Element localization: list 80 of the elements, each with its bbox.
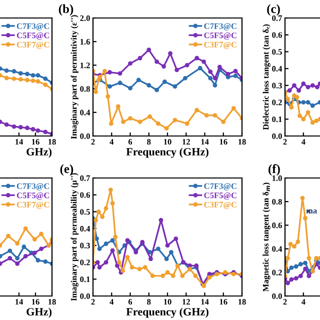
x-tick-label: 16 <box>220 299 228 305</box>
x-tick-label: 18 <box>48 299 56 305</box>
y-tick-label: 0.8 <box>80 86 90 92</box>
x-tick-label: 16 <box>32 139 40 145</box>
x-tick-label: 10 <box>164 299 172 305</box>
chart-title: (b) <box>58 4 74 16</box>
x-tick-label: 6 <box>128 299 132 305</box>
x-tick-label: 16 <box>32 299 40 305</box>
x-tick-label: 2 <box>283 139 287 145</box>
y-tick-label: 0.0 <box>80 293 90 300</box>
legend-label: C3F7@C <box>16 202 50 209</box>
y-tick-label: 0.8 <box>272 198 282 205</box>
legend-label: C7F3@C <box>16 23 50 30</box>
y-tick-label: 0.2 <box>272 270 282 276</box>
legend-label: C7F3@C <box>16 183 50 190</box>
y-tick-label: 0.6 <box>272 222 282 228</box>
y-tick-label: 1.0 <box>272 175 282 182</box>
x-axis-title: GHz) <box>26 148 52 158</box>
y-tick-label: 0.5 <box>80 209 90 215</box>
y-tick-label: 0.5 <box>272 49 282 55</box>
y-tick-label: 0.2 <box>80 260 90 266</box>
y-tick-label: 0.1 <box>80 276 90 282</box>
x-tick-label: 12 <box>182 299 190 305</box>
legend-label: C5F5@C <box>16 192 50 200</box>
y-tick-label: 0.1 <box>272 116 282 122</box>
y-axis-title: Imaginary part of permeability (μ'') <box>70 173 78 301</box>
y-tick-label: 0.4 <box>272 66 282 72</box>
y-tick-label: 0.7 <box>272 15 282 22</box>
x-tick-label: 4 <box>110 139 114 145</box>
x-tick-label: 4 <box>110 299 114 305</box>
y-tick-label: 0.3 <box>80 242 90 248</box>
x-axis-title: Frequency (GHz) <box>126 308 208 318</box>
y-tick-label: 0.0 <box>272 133 282 140</box>
y-tick-label: 0.7 <box>80 175 90 182</box>
y-tick-label: 0.6 <box>272 32 282 38</box>
x-tick-label: 8 <box>147 139 151 145</box>
legend-label: C5F5@C <box>16 32 50 40</box>
chart-title: (c) <box>267 4 280 16</box>
x-tick-label: 2 <box>91 139 95 145</box>
x-tick-label: 18 <box>238 299 246 305</box>
y-tick-label: 0.0 <box>80 133 90 140</box>
legend-label: C3F7@C <box>16 42 50 49</box>
y-tick-label: 0.2 <box>272 100 282 106</box>
y-tick-label: 0.0 <box>272 293 282 300</box>
x-tick-label: 14 <box>15 139 23 145</box>
legend-label: C3F7@C <box>204 42 236 49</box>
x-tick-label: 10 <box>164 139 172 145</box>
x-axis-title: Frequency (GHz) <box>126 148 208 158</box>
legend-label: C7F3@C <box>204 23 236 30</box>
y-tick-label: 2.0 <box>80 15 90 22</box>
chart-title: (f) <box>268 164 280 176</box>
x-tick-label: 14 <box>15 299 23 305</box>
x-tick-label: 4 <box>301 139 306 145</box>
y-tick-label: 1.6 <box>80 38 90 45</box>
x-tick-label: 12 <box>182 139 190 145</box>
y-axis-title: Magnetic loss tangent (tan δ$_{m}$) <box>262 182 270 292</box>
y-tick-label: 0.3 <box>272 82 282 88</box>
x-tick-label: 4 <box>301 299 306 305</box>
chart-title: (e) <box>60 164 74 176</box>
x-tick-label: 14 <box>201 139 209 145</box>
y-tick-label: 0.4 <box>272 246 282 252</box>
x-tick-label: 8 <box>147 299 151 305</box>
legend-label: C5F5@C <box>204 192 236 200</box>
y-tick-label: 0.6 <box>80 192 90 198</box>
x-tick-label: 2 <box>283 299 287 305</box>
x-tick-label: 16 <box>220 139 228 145</box>
legend-label: C7F3@C <box>204 183 236 190</box>
x-tick-label: 18 <box>48 139 56 145</box>
y-axis-title: Imaginary part of permittivity (ε'') <box>70 15 78 139</box>
y-tick-label: 0.4 <box>80 226 90 232</box>
x-tick-label: 18 <box>238 139 246 145</box>
legend-label: C5F5@C <box>204 32 236 40</box>
x-axis-title: GHz) <box>26 308 52 318</box>
x-tick-label: 14 <box>201 299 209 305</box>
y-axis-title: Dielectric loss tangent (tan δₑ) <box>262 24 270 130</box>
y-tick-label: 1.2 <box>80 62 90 68</box>
x-tick-label: 6 <box>128 139 132 145</box>
x-tick-label: 2 <box>91 299 95 305</box>
legend-label: C3F7@C <box>204 202 236 209</box>
y-tick-label: 0.4 <box>80 110 90 116</box>
